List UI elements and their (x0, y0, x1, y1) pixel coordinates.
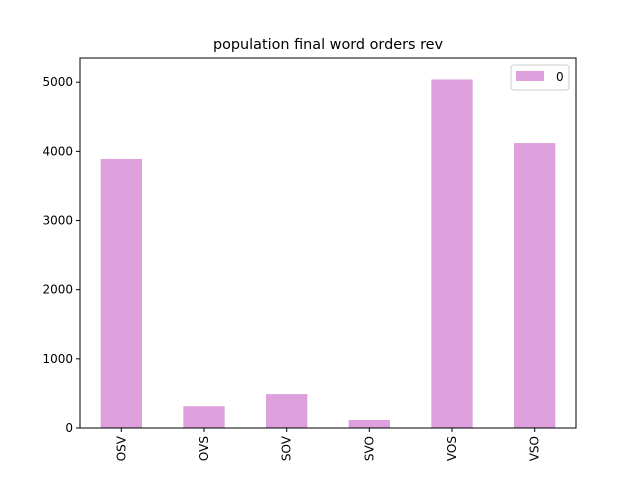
bar-vos (431, 79, 473, 428)
bar-svo (348, 420, 390, 428)
x-tick-label-vos: VOS (445, 436, 459, 461)
chart-title: population final word orders rev (213, 37, 444, 53)
y-tick-label-4000: 4000 (42, 144, 73, 158)
legend-swatch (516, 71, 544, 81)
y-tick-label-3000: 3000 (42, 214, 73, 228)
x-tick-label-ovs: OVS (197, 436, 211, 461)
y-axis: 0 1000 2000 3000 4000 5000 (42, 75, 80, 435)
x-tick-label-vso: VSO (528, 436, 542, 461)
bar-sov (266, 394, 308, 428)
x-axis: OSV OVS SOV SVO VOS VSO (114, 428, 542, 461)
bar-osv (100, 158, 142, 428)
legend-label: 0 (556, 70, 564, 84)
y-tick-label-1000: 1000 (42, 352, 73, 366)
x-tick-label-osv: OSV (114, 435, 128, 461)
bars-layer (100, 79, 556, 428)
bar-vso (514, 143, 556, 428)
bar-ovs (183, 406, 225, 428)
y-tick-label-0: 0 (65, 421, 73, 435)
y-tick-label-5000: 5000 (42, 75, 73, 89)
x-tick-label-svo: SVO (362, 436, 376, 461)
y-tick-label-2000: 2000 (42, 283, 73, 297)
x-tick-label-sov: SOV (280, 435, 294, 461)
legend: 0 (510, 64, 570, 91)
plot-frame (79, 57, 577, 429)
